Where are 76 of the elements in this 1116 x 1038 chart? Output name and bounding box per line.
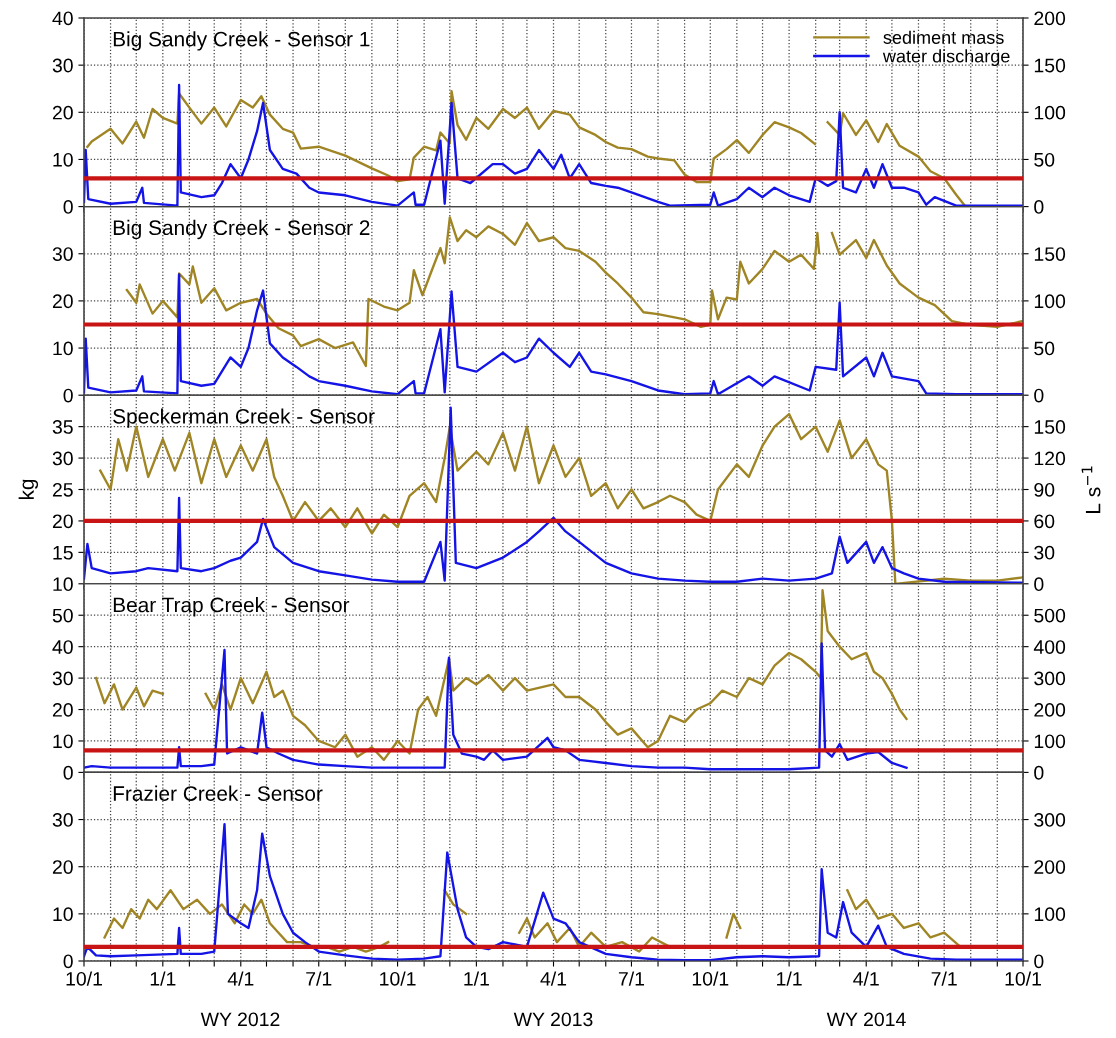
x-tick-label: 7/1 [931,971,957,986]
y2-axis-title: L s$^{−1}$ [1081,466,1101,513]
y-tick-label: 0 [63,388,73,403]
y-tick-label: 20 [52,514,73,529]
y-tick-label: 0 [63,765,73,780]
text: Speckerman Creek - Sensor [113,408,375,428]
x-tick-label: 10/1 [66,971,102,986]
y-tick-label: 15 [53,546,73,560]
x-tick-label: 4/1 [853,971,879,986]
y2-tick-label: 300 [1034,813,1066,827]
x-tick-label: 7/1 [306,971,332,986]
y2-tick-label: 100 [1034,907,1066,922]
y-tick-label: 40 [52,11,73,26]
y2-tick-label: 150 [1034,420,1066,434]
y2-tick-label: 200 [1034,703,1066,717]
y-tick-label: 30 [52,451,73,466]
y2-tick-label: 90 [1034,482,1055,497]
y2-tick-label: 200 [1034,860,1066,874]
x-tick-label: 10/1 [380,971,416,986]
y-tick-label: 0 [63,200,73,214]
x-tick-label: 1/1 [150,971,176,986]
y2-tick-label: 30 [1034,545,1055,560]
text: Big Sandy Creek - Sensor 2 [113,219,370,240]
y-tick-label: 20 [52,703,73,717]
x-tick-label: 7/1 [618,971,645,986]
y2-tick-label: 100 [1034,105,1066,120]
y2-tick-label: 500 [1034,608,1066,623]
text: Big Sandy Creek - Sensor 1 [113,31,370,51]
y2-tick-label: 0 [1034,577,1044,592]
y-tick-label: 20 [52,860,73,874]
text: Bear Trap Creek - Sensor [113,597,350,617]
y-tick-label: 10 [53,734,73,749]
x-tick-label: 4/1 [227,971,254,986]
y-tick-label: 20 [52,105,73,120]
legend-label: sediment mass [883,30,1004,44]
y2-tick-label: 100 [1034,294,1066,309]
y-tick-label: 30 [52,813,73,827]
y2-tick-label: 60 [1034,514,1055,529]
text: Frazier Creek - Sensor [113,785,323,801]
y-tick-label: 0 [63,954,73,969]
line-series [84,642,908,771]
x-tick-label: 10/1 [1005,971,1041,986]
x-tick-label: 1/1 [777,971,802,986]
y2-tick-label: 0 [1034,954,1044,969]
text: WY 2012 [200,1012,280,1027]
y2-tick-label: 0 [1034,200,1044,214]
x-tick-label: 10/1 [692,971,729,986]
y2-tick-label: 150 [1034,247,1066,261]
y-tick-label: 50 [52,608,73,623]
y-tick-label: 30 [52,58,73,73]
y-tick-label: 30 [52,247,73,261]
x-tick-label: 1/1 [464,971,489,986]
y2-tick-label: 0 [1034,765,1044,780]
y2-tick-label: 50 [1034,152,1055,167]
text: WY 2014 [826,1012,906,1027]
y-tick-label: 25 [52,482,73,497]
y-tick-label: 10 [53,577,73,592]
y2-tick-label: 100 [1034,734,1066,749]
y-axis-title: kg [18,479,39,500]
y-tick-label: 10 [53,341,73,356]
y-tick-label: 40 [52,640,73,654]
text: WY 2013 [513,1012,593,1027]
y2-tick-label: 0 [1034,388,1044,403]
y-tick-label: 30 [52,671,73,686]
legend-label: water discharge [882,49,1010,67]
x-tick-label: 4/1 [540,971,567,986]
y-tick-label: 10 [53,152,73,167]
y2-tick-label: 50 [1034,341,1055,356]
y2-tick-label: 400 [1033,640,1066,654]
y2-tick-label: 150 [1034,58,1066,73]
y2-tick-label: 300 [1034,671,1066,686]
y-tick-label: 10 [53,907,73,922]
y2-tick-label: 200 [1034,11,1066,26]
y-tick-label: 20 [52,294,73,309]
y2-tick-label: 120 [1034,451,1066,466]
y-tick-label: 35 [52,420,73,434]
